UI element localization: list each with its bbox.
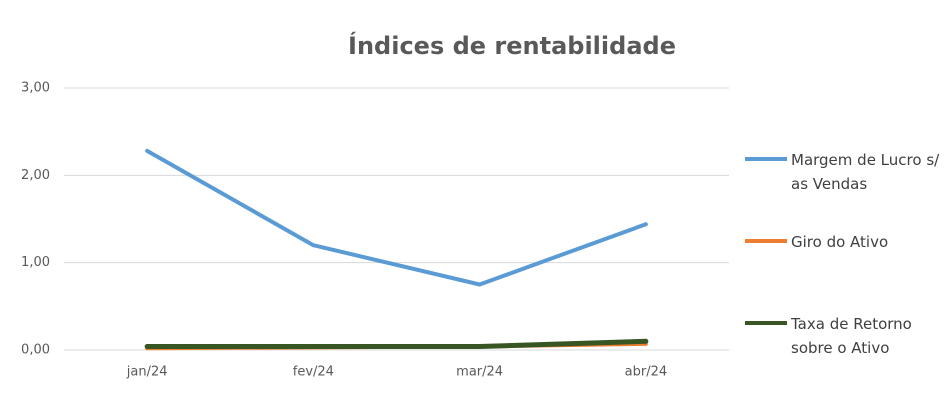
legend-label: Giro do Ativo (791, 233, 889, 251)
x-tick-label: mar/24 (456, 365, 503, 380)
series-line (145, 148, 648, 287)
legend-item: Taxa de Retorno sobre o Ativo (745, 312, 941, 360)
legend-item: Margem de Lucro s/ as Vendas (745, 148, 941, 196)
legend-swatch (745, 239, 787, 243)
legend-swatch (745, 157, 787, 161)
legend-label: Margem de Lucro s/ as Vendas (791, 151, 940, 193)
x-tick-label: fev/24 (293, 365, 334, 380)
legend-item: Giro do Ativo (745, 230, 941, 254)
legend-label: Taxa de Retorno sobre o Ativo (791, 315, 912, 357)
chart-title: Índices de rentabilidade (348, 31, 676, 60)
x-tick-label: jan/24 (126, 365, 168, 380)
x-tick-label: abr/24 (625, 365, 668, 380)
y-tick-label: 0,00 (21, 343, 50, 358)
series-line (144, 338, 649, 350)
y-tick-label: 1,00 (21, 255, 50, 270)
y-tick-label: 3,00 (21, 81, 50, 96)
legend-swatch (745, 321, 787, 325)
y-tick-label: 2,00 (21, 168, 50, 183)
